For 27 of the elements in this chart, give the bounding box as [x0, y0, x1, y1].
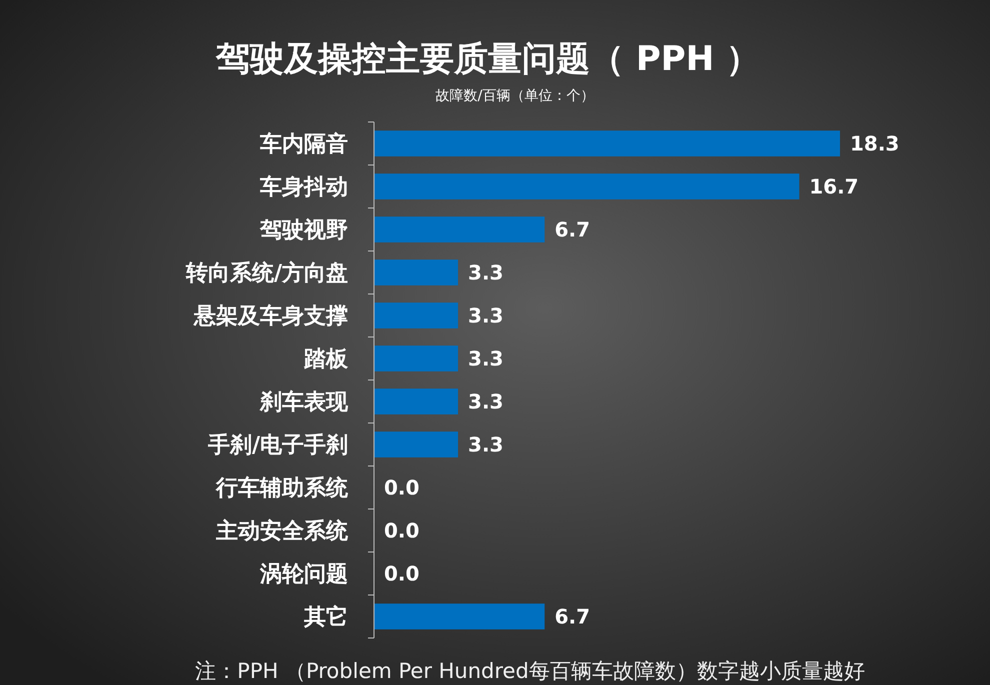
data-label: 3.3: [468, 390, 504, 414]
data-label: 6.7: [554, 604, 590, 628]
y-tick-label: 其它: [303, 604, 348, 630]
y-tick-label: 驾驶视野: [259, 218, 348, 244]
data-label: 0.0: [384, 562, 420, 586]
y-tick-label: 刹车表现: [259, 389, 349, 416]
y-tick-label: 涡轮问题: [259, 562, 348, 588]
data-label: 6.7: [554, 218, 590, 242]
y-tick-label: 踏板: [303, 347, 349, 372]
y-tick-label: 行车辅助系统: [215, 475, 349, 502]
y-tick-label: 手刹/电子手刹: [206, 433, 348, 458]
data-label: 3.3: [468, 304, 504, 328]
data-label: 3.3: [468, 346, 504, 370]
data-label: 16.7: [809, 174, 859, 198]
y-tick-label: 主动安全系统: [215, 518, 349, 544]
data-label: 18.3: [850, 132, 900, 156]
chart-title: 驾驶及操控主要质量问题（ PPH ）: [215, 39, 760, 79]
data-label: 3.3: [468, 432, 504, 456]
y-tick-label: 车内隔音: [259, 131, 348, 158]
chart-subtitle: 故障数/百辆（单位：个）: [436, 88, 594, 104]
data-label: 0.0: [384, 476, 420, 500]
text: 注：PPH （Problem Per Hundred每百辆车故障数）数字越小质量越好: [195, 659, 865, 683]
y-tick-label: 车身抖动: [259, 174, 348, 200]
y-tick-label: 悬架及车身支撑: [193, 303, 348, 330]
data-label: 0.0: [384, 518, 420, 542]
y-tick-label: 转向系统/方向盘: [184, 260, 348, 286]
data-label: 3.3: [468, 260, 504, 284]
